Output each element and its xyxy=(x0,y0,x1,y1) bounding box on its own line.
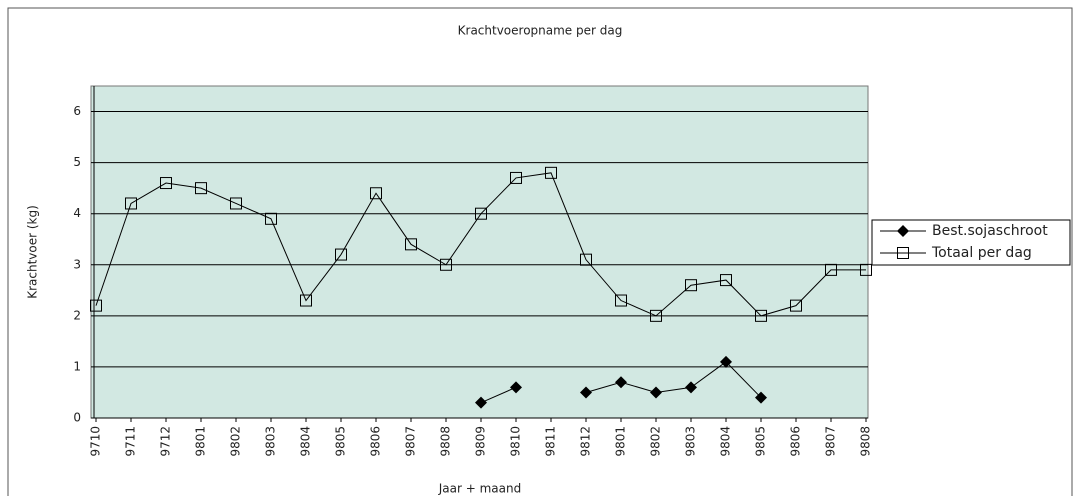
x-axis-label: Jaar + maand xyxy=(438,482,521,496)
marker xyxy=(755,391,767,404)
marker xyxy=(615,376,627,389)
marker xyxy=(755,309,767,322)
marker xyxy=(860,263,872,276)
marker xyxy=(720,274,732,287)
y-tick-label: 4 xyxy=(73,206,81,220)
x-tick-label: 9801 xyxy=(614,426,628,457)
x-tick-label: 9810 xyxy=(509,426,523,457)
x-tick-label: 9802 xyxy=(229,426,243,457)
series-line xyxy=(95,172,866,317)
marker xyxy=(335,248,347,261)
y-tick-label: 5 xyxy=(73,155,81,169)
x-tick-label: 9710 xyxy=(89,426,103,457)
marker xyxy=(265,212,277,225)
x-tick-label: 9805 xyxy=(754,426,768,457)
marker xyxy=(825,263,837,276)
marker xyxy=(510,381,522,394)
plot-area xyxy=(90,85,869,419)
legend-marker xyxy=(897,247,909,259)
marker xyxy=(90,299,102,312)
x-tick-label: 9803 xyxy=(264,426,278,457)
marker xyxy=(790,299,802,312)
x-tick-label: 9804 xyxy=(719,426,733,457)
legend-label: Best.sojaschroot xyxy=(932,223,1048,239)
y-tick-label: 3 xyxy=(73,257,81,271)
x-tick-label: 9805 xyxy=(334,426,348,457)
series-line xyxy=(480,361,762,404)
legend-label: Totaal per dag xyxy=(931,245,1032,261)
y-tick-label: 6 xyxy=(73,104,81,118)
x-tick-label: 9806 xyxy=(789,426,803,457)
x-tick-label: 9803 xyxy=(684,426,698,457)
marker xyxy=(545,166,557,179)
marker xyxy=(440,258,452,271)
x-tick-label: 9811 xyxy=(544,426,558,457)
y-tick-label: 1 xyxy=(73,359,81,373)
marker xyxy=(475,396,487,409)
x-tick-label: 9712 xyxy=(159,426,173,457)
marker xyxy=(615,294,627,307)
marker xyxy=(230,197,242,210)
legend-marker xyxy=(897,225,909,237)
marker xyxy=(160,177,172,190)
marker xyxy=(125,197,137,210)
marker xyxy=(650,386,662,399)
marker xyxy=(510,171,522,184)
marker xyxy=(720,355,732,368)
y-axis-label: Krachtvoer (kg) xyxy=(26,205,40,299)
x-tick-label: 9711 xyxy=(124,426,138,457)
marker xyxy=(685,279,697,292)
x-tick-label: 9804 xyxy=(299,426,313,457)
x-tick-label: 9806 xyxy=(369,426,383,457)
marker xyxy=(685,381,697,394)
x-tick-label: 9808 xyxy=(439,426,453,457)
marker xyxy=(195,182,207,195)
marker xyxy=(300,294,312,307)
chart-title: Krachtvoeropname per dag xyxy=(458,24,623,38)
marker xyxy=(475,207,487,220)
marker xyxy=(405,238,417,251)
x-tick-label: 9809 xyxy=(474,426,488,457)
marker xyxy=(370,187,382,200)
x-tick-label: 9807 xyxy=(824,426,838,457)
x-tick-label: 9808 xyxy=(859,426,873,457)
marker xyxy=(580,253,592,266)
marker xyxy=(580,386,592,399)
y-tick-label: 2 xyxy=(73,308,81,322)
x-tick-label: 9801 xyxy=(194,426,208,457)
y-tick-label: 0 xyxy=(73,411,81,425)
marker xyxy=(650,309,662,322)
x-tick-label: 9802 xyxy=(649,426,663,457)
x-tick-label: 9812 xyxy=(579,426,593,457)
x-tick-label: 9807 xyxy=(404,426,418,457)
